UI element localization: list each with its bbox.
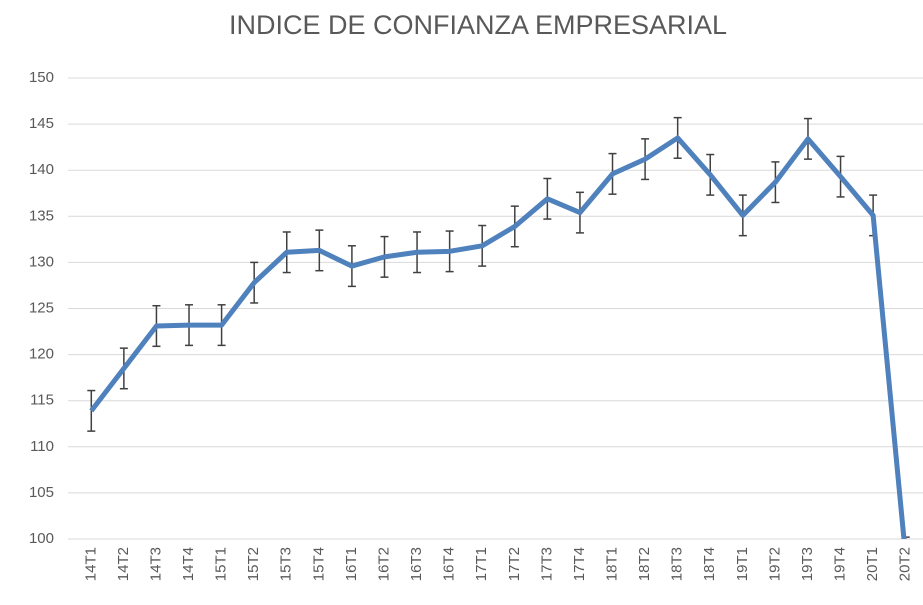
x-tick-label: 15T3 <box>278 547 295 581</box>
y-tick-label: 125 <box>29 299 54 316</box>
x-tick-label: 20T2 <box>897 547 914 581</box>
x-tick-label: 14T4 <box>180 547 197 581</box>
x-tick-label: 18T4 <box>701 547 718 581</box>
x-tick-label: 15T4 <box>310 547 327 581</box>
y-tick-label: 135 <box>29 207 54 224</box>
y-tick-label: 105 <box>29 484 54 501</box>
series-line <box>89 135 907 539</box>
x-tick-label: 14T3 <box>147 547 164 581</box>
x-tick-label: 14T2 <box>115 547 132 581</box>
y-tick-label: 110 <box>30 438 54 455</box>
x-tick-label: 19T1 <box>734 547 751 581</box>
y-tick-label: 120 <box>29 346 54 363</box>
x-tick-label: 16T4 <box>441 547 458 581</box>
x-tick-label: 14T1 <box>82 547 99 581</box>
y-tick-label: 145 <box>29 115 54 132</box>
x-tick-label: 17T1 <box>473 547 490 581</box>
y-tick-label: 115 <box>30 392 54 409</box>
x-tick-label: 17T4 <box>571 547 588 581</box>
plot-area <box>87 116 910 539</box>
x-tick-label: 16T1 <box>343 547 360 581</box>
x-tick-label: 19T2 <box>766 547 783 581</box>
x-tick-label: 19T3 <box>799 547 816 581</box>
x-tick-label: 17T2 <box>506 547 523 581</box>
y-tick-label: 150 <box>29 69 54 86</box>
x-tick-label: 15T2 <box>245 547 262 581</box>
x-tick-label: 19T4 <box>832 547 849 581</box>
x-tick-label: 18T2 <box>636 547 653 581</box>
chart-title: INDICE DE CONFIANZA EMPRESARIAL <box>229 10 727 40</box>
x-tick-label: 17T3 <box>538 547 555 581</box>
x-tick-label: 16T2 <box>375 547 392 581</box>
x-tick-label: 18T3 <box>669 547 686 581</box>
y-tick-label: 140 <box>29 161 54 178</box>
x-tick-label: 15T1 <box>213 547 230 581</box>
x-tick-label: 20T1 <box>864 547 881 581</box>
x-tick-label: 18T1 <box>603 547 620 581</box>
y-tick-label: 100 <box>29 530 54 547</box>
x-tick-label: 16T3 <box>408 547 425 581</box>
y-tick-label: 130 <box>29 253 54 270</box>
